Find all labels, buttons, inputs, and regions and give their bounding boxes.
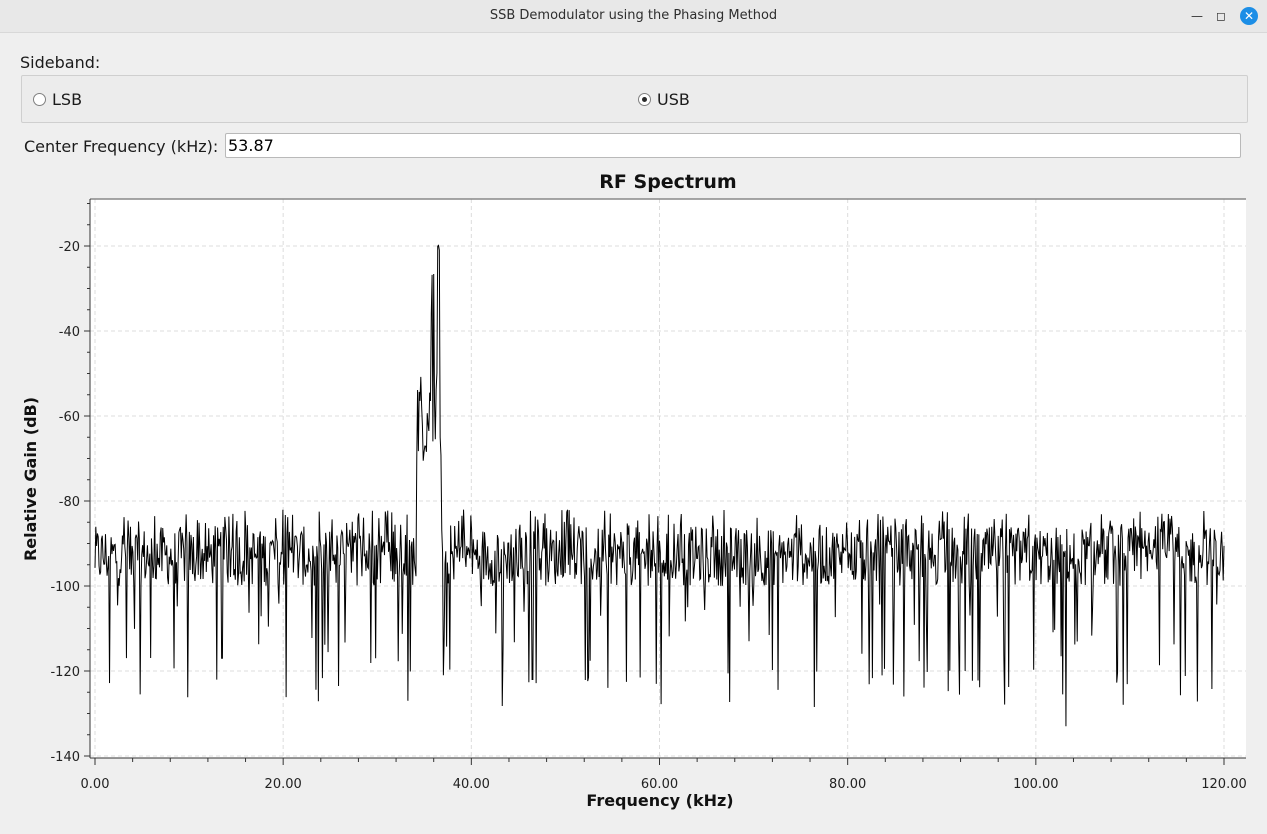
sideband-group: LSB USB <box>21 75 1248 123</box>
title-bar: SSB Demodulator using the Phasing Method… <box>0 0 1267 33</box>
x-tick-label: 60.00 <box>641 777 678 792</box>
x-tick-label: 100.00 <box>1013 777 1059 792</box>
y-tick-label: -80 <box>59 495 80 510</box>
rf-spectrum-svg: RF Spectrum -20 -40 -60 -80 -100 -120 -140 0.0… <box>21 171 1247 810</box>
center-frequency-input[interactable] <box>225 133 1241 158</box>
radio-usb-indicator[interactable] <box>638 93 651 106</box>
maximize-icon[interactable]: ◻ <box>1216 9 1226 23</box>
x-tick-label: 80.00 <box>829 777 866 792</box>
chart-title: RF Spectrum <box>599 171 736 193</box>
y-tick-label: -120 <box>50 665 80 680</box>
close-icon[interactable]: ✕ <box>1240 7 1258 25</box>
x-tick-label: 40.00 <box>453 777 490 792</box>
radio-lsb-label: LSB <box>52 90 83 109</box>
x-axis-label: Frequency (kHz) <box>586 791 733 810</box>
window-title: SSB Demodulator using the Phasing Method <box>489 8 778 23</box>
y-axis: -20 -40 -60 -80 -100 -120 -140 <box>50 203 90 765</box>
y-tick-label: -40 <box>59 325 80 340</box>
sideband-label: Sideband: <box>20 53 101 72</box>
x-tick-label: 0.00 <box>81 777 110 792</box>
y-axis-label: Relative Gain (dB) <box>21 397 40 561</box>
x-tick-label: 120.00 <box>1201 777 1247 792</box>
y-tick-label: -100 <box>50 580 80 595</box>
y-tick-label: -20 <box>59 240 80 255</box>
radio-lsb-indicator[interactable] <box>33 93 46 106</box>
grid-lines <box>90 199 1246 758</box>
x-tick-label: 20.00 <box>265 777 302 792</box>
x-axis: 0.00 20.00 40.00 60.00 80.00 100.00 120.00 <box>81 758 1247 792</box>
rf-spectrum-chart: RF Spectrum -20 -40 -60 -80 -100 -120 -140 0.0… <box>0 165 1267 830</box>
radio-usb-label: USB <box>657 90 690 109</box>
radio-usb[interactable]: USB <box>638 90 690 109</box>
y-tick-label: -60 <box>59 410 80 425</box>
minimize-icon[interactable]: — <box>1191 9 1203 23</box>
spectrum-trace <box>94 244 1225 727</box>
center-frequency-label: Center Frequency (kHz): <box>24 137 219 156</box>
y-tick-label: -140 <box>50 750 80 765</box>
plot-area <box>90 199 1246 758</box>
radio-lsb[interactable]: LSB <box>33 90 82 109</box>
